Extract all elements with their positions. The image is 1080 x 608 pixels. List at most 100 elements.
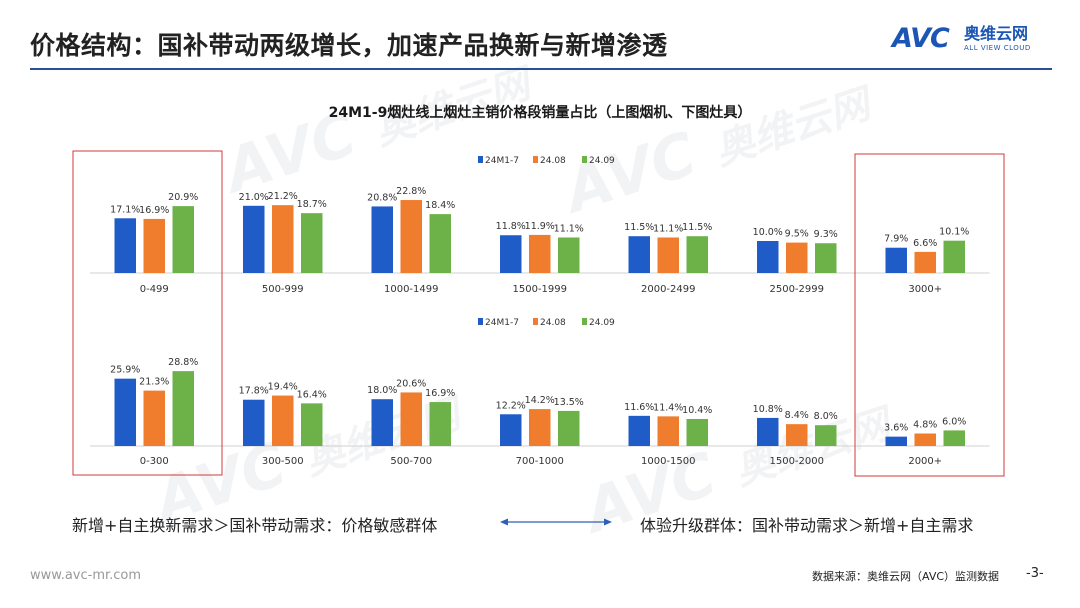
- bar: [272, 395, 294, 446]
- data-label: 16.9%: [139, 205, 169, 216]
- data-label: 9.5%: [785, 229, 809, 240]
- data-label: 10.1%: [939, 227, 969, 238]
- data-label: 14.2%: [525, 395, 555, 406]
- data-label: 11.1%: [554, 223, 584, 234]
- logo-mark: AVC: [892, 23, 950, 54]
- bar: [529, 409, 551, 446]
- bar: [657, 237, 679, 273]
- bar: [371, 206, 393, 273]
- category-label: 1000-1499: [384, 284, 439, 295]
- highlight-box-low: [72, 150, 223, 476]
- category-label: 0-300: [140, 456, 169, 467]
- bar: [657, 416, 679, 446]
- category-label: 2000+: [908, 456, 942, 467]
- bar: [114, 218, 136, 273]
- legend-swatch: [478, 156, 483, 163]
- category-label: 700-1000: [516, 456, 564, 467]
- data-label: 22.8%: [396, 186, 426, 197]
- data-label: 7.9%: [884, 234, 908, 245]
- legend-swatch: [533, 318, 538, 325]
- bar: [815, 425, 837, 446]
- bar: [371, 399, 393, 446]
- bar: [786, 242, 808, 273]
- data-label: 28.8%: [168, 357, 198, 368]
- logo-cn-name: 奥维云网: [964, 24, 1029, 43]
- data-label: 11.5%: [682, 222, 712, 233]
- category-label: 1000-1500: [641, 456, 696, 467]
- data-label: 3.6%: [884, 423, 908, 434]
- data-label: 8.4%: [785, 410, 809, 421]
- chart-title: 24M1-9烟灶线上烟灶主销价格段销量占比（上图烟机、下图灶具）: [329, 104, 752, 121]
- legend-swatch: [582, 318, 587, 325]
- data-label: 17.8%: [239, 386, 269, 397]
- bar: [914, 433, 936, 446]
- bar: [786, 424, 808, 446]
- highlight-box-high: [854, 153, 1005, 477]
- bar: [243, 205, 265, 273]
- data-label: 6.6%: [913, 238, 937, 249]
- data-label: 25.9%: [110, 365, 140, 376]
- annotation-left: 新增+自主换新需求＞国补带动需求：价格敏感群体: [72, 516, 438, 535]
- category-label: 2000-2499: [641, 284, 696, 295]
- data-label: 17.1%: [110, 204, 140, 215]
- footer-source: 数据来源：奥维云网（AVC）监测数据: [812, 570, 1000, 583]
- data-label: 18.0%: [367, 385, 397, 396]
- bar: [400, 200, 422, 273]
- title-divider: [30, 68, 1052, 70]
- category-label: 300-500: [262, 456, 304, 467]
- legend-label: 24.09: [589, 318, 615, 328]
- bar: [686, 236, 708, 273]
- data-label: 16.4%: [297, 389, 327, 400]
- footer-url: www.avc-mr.com: [30, 568, 142, 583]
- legend-label: 24.08: [540, 156, 566, 166]
- bar: [243, 399, 265, 446]
- data-label: 21.3%: [139, 377, 169, 388]
- data-label: 11.9%: [525, 221, 555, 232]
- bar: [885, 436, 907, 446]
- data-label: 12.2%: [496, 400, 526, 411]
- data-label: 11.1%: [653, 223, 683, 234]
- logo-en-name: ALL VIEW CLOUD: [964, 44, 1031, 52]
- bar: [429, 402, 451, 446]
- legend-swatch: [533, 156, 538, 163]
- data-label: 10.8%: [753, 404, 783, 415]
- category-label: 500-999: [262, 284, 304, 295]
- legend-label: 24.08: [540, 318, 566, 328]
- data-label: 4.8%: [913, 420, 937, 431]
- annotation-right: 体验升级群体：国补带动需求＞新增+自主需求: [640, 516, 974, 535]
- data-label: 18.4%: [425, 200, 455, 211]
- bar: [558, 410, 580, 446]
- legend-label: 24.09: [589, 156, 615, 166]
- bar: [301, 403, 323, 446]
- double-arrow-icon: [500, 518, 612, 526]
- legend-swatch: [582, 156, 587, 163]
- bar: [529, 234, 551, 273]
- data-label: 20.6%: [396, 378, 426, 389]
- bar: [914, 251, 936, 273]
- category-label: 500-700: [390, 456, 432, 467]
- data-label: 21.0%: [239, 192, 269, 203]
- data-label: 11.5%: [624, 222, 654, 233]
- bar: [301, 213, 323, 273]
- bar: [172, 371, 194, 446]
- data-label: 11.4%: [653, 402, 683, 413]
- data-label: 11.8%: [496, 221, 526, 232]
- data-label: 8.0%: [814, 411, 838, 422]
- data-label: 9.3%: [814, 229, 838, 240]
- legend-label: 24M1-7: [485, 156, 519, 166]
- category-label: 0-499: [140, 284, 169, 295]
- bar: [757, 417, 779, 446]
- data-label: 11.6%: [624, 402, 654, 413]
- bar: [558, 237, 580, 273]
- bar: [757, 241, 779, 273]
- data-label: 16.9%: [425, 388, 455, 399]
- category-label: 1500-2000: [769, 456, 824, 467]
- data-label: 18.7%: [297, 199, 327, 210]
- data-label: 6.0%: [942, 416, 966, 427]
- data-label: 20.8%: [367, 192, 397, 203]
- bar: [272, 205, 294, 273]
- page-title: 价格结构：国补带动两级增长，加速产品换新与新增渗透: [30, 31, 668, 60]
- legend-label: 24M1-7: [485, 318, 519, 328]
- data-label: 19.4%: [268, 382, 298, 393]
